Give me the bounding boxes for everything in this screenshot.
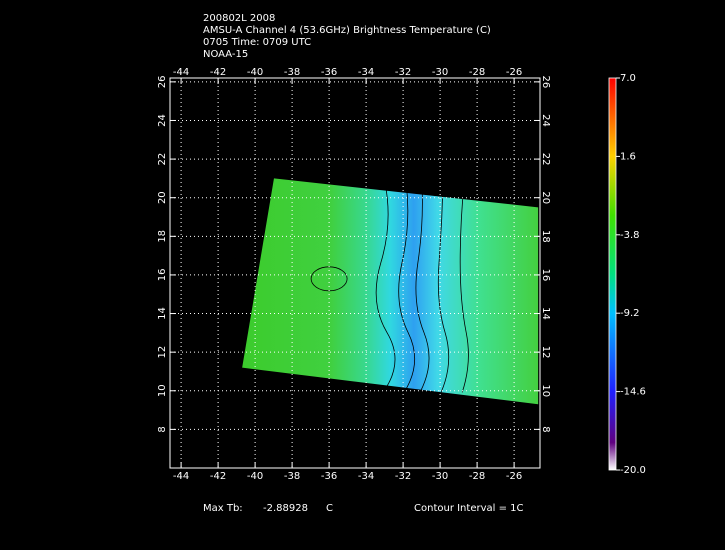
contour-line	[398, 182, 416, 393]
contour-line	[437, 182, 450, 393]
contour-line	[459, 182, 469, 393]
max-label: Max Tb:	[203, 503, 243, 514]
colorbar	[608, 77, 617, 471]
y-tick-label: 20	[540, 191, 551, 204]
x-tick-label: -44	[173, 67, 189, 78]
y-tick-label: 24	[157, 114, 168, 127]
x-tick-label: -30	[432, 471, 448, 482]
y-tick-label: 12	[157, 346, 168, 359]
contour-interval: Contour Interval = 1C	[414, 503, 524, 514]
y-tick-label: 10	[540, 384, 551, 397]
y-tick-label: 24	[540, 114, 551, 127]
title-line: 0705 Time: 0709 UTC	[203, 37, 311, 48]
colorbar-label: -3.8	[620, 230, 640, 241]
x-tick-label: -34	[358, 67, 374, 78]
colorbar-label: -9.2	[620, 308, 640, 319]
x-tick-label: -40	[247, 67, 263, 78]
y-tick-label: 16	[540, 269, 551, 282]
x-tick-label: -40	[247, 471, 263, 482]
x-tick-label: -26	[506, 471, 522, 482]
y-tick-label: 8	[157, 426, 168, 432]
x-tick-label: -36	[321, 67, 337, 78]
y-tick-label: 8	[540, 426, 551, 432]
x-tick-label: -28	[469, 67, 485, 78]
title-line: 200802L 2008	[203, 13, 275, 24]
y-tick-label: 14	[157, 307, 168, 320]
y-tick-label: 12	[540, 346, 551, 359]
y-tick-label: 18	[157, 230, 168, 243]
colorbar-label: 1.6	[620, 151, 636, 162]
x-tick-label: -42	[210, 67, 226, 78]
title-line: AMSU-A Channel 4 (53.6GHz) Brightness Te…	[203, 25, 491, 36]
colorbar-label: -14.6	[620, 387, 646, 398]
y-tick-label: 22	[540, 153, 551, 166]
contour-line	[415, 182, 430, 393]
x-tick-label: -30	[432, 67, 448, 78]
colorbar-label: 7.0	[620, 73, 636, 84]
x-tick-label: -34	[358, 471, 374, 482]
colorbar-label: -20.0	[620, 465, 646, 476]
x-tick-label: -32	[395, 67, 411, 78]
x-tick-label: -28	[469, 471, 485, 482]
max-value: -2.88928	[263, 503, 308, 514]
x-tick-label: -44	[173, 471, 189, 482]
x-tick-label: -38	[284, 471, 300, 482]
x-tick-label: -32	[395, 471, 411, 482]
y-tick-label: 16	[157, 269, 168, 282]
x-tick-label: -26	[506, 67, 522, 78]
x-tick-label: -38	[284, 67, 300, 78]
y-tick-label: 14	[540, 307, 551, 320]
y-tick-label: 22	[157, 153, 168, 166]
y-tick-label: 26	[540, 75, 551, 88]
y-tick-label: 20	[157, 191, 168, 204]
title-line: NOAA-15	[203, 49, 248, 60]
swath	[242, 178, 539, 405]
y-tick-label: 26	[157, 75, 168, 88]
contour-line	[375, 182, 396, 393]
y-tick-label: 18	[540, 230, 551, 243]
y-tick-label: 10	[157, 384, 168, 397]
x-tick-label: -42	[210, 471, 226, 482]
x-tick-label: -36	[321, 471, 337, 482]
max-unit: C	[326, 503, 333, 514]
plot-frame	[169, 77, 541, 469]
